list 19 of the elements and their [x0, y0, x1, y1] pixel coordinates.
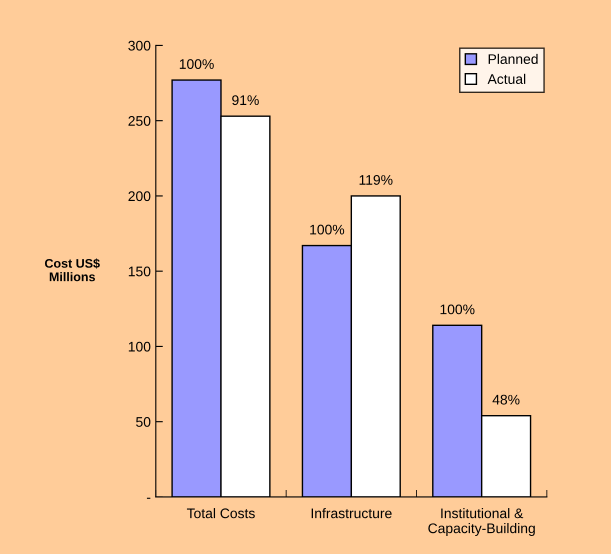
annotation: 119% — [360, 175, 393, 185]
y-axis-title: Cost US$ Millions — [44, 258, 100, 282]
annotation: 100% — [440, 304, 474, 314]
annotation: 91% — [232, 95, 259, 106]
y-tick-label: 100 — [128, 342, 150, 352]
y-tick-label: 200 — [128, 191, 150, 202]
annotation: 100% — [310, 224, 344, 235]
y-tick-label: 50 — [136, 417, 150, 427]
x-tick-label: Infrastructure — [312, 508, 392, 518]
x-tick-label: Total Costs — [186, 508, 255, 518]
legend-label: Planned — [488, 54, 538, 64]
annotation: 100% — [180, 59, 214, 69]
y-tick-label: 300 — [128, 40, 150, 51]
y-tick-label: - — [146, 498, 150, 499]
y-tick-label: 150 — [128, 266, 150, 276]
x-tick-label: Institutional & Capacity-Building — [428, 508, 535, 536]
legend-label: Actual — [488, 74, 526, 84]
y-tick-label: 250 — [128, 116, 150, 126]
annotation: 48% — [492, 394, 520, 405]
